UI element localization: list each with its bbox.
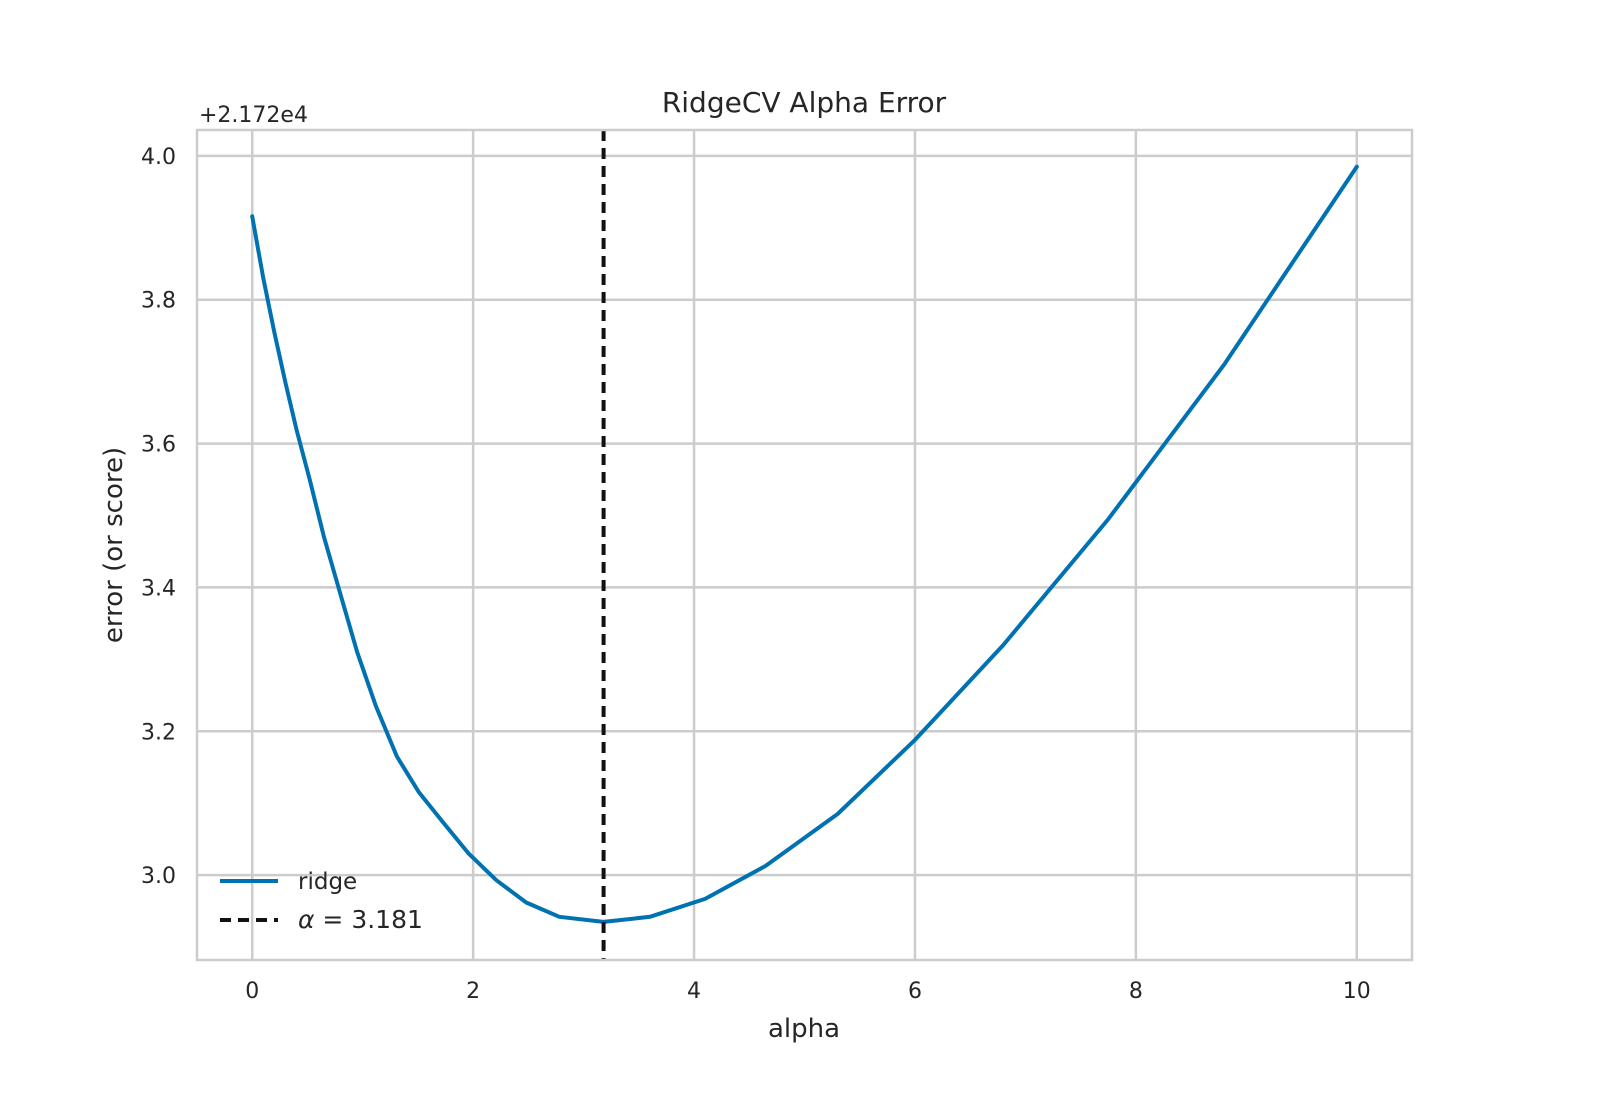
y-tick-label: 3.2	[141, 720, 176, 745]
x-tick-label: 10	[1343, 979, 1371, 1004]
legend-alpha-value: 3.181	[351, 905, 423, 934]
x-tick-label: 2	[466, 979, 480, 1004]
y-axis-label: error (or score)	[99, 447, 129, 643]
y-tick-label: 3.8	[141, 289, 176, 314]
y-axis-ticks: 3.0 3.2 3.4 3.6 3.8 4.0	[141, 145, 176, 889]
x-tick-label: 8	[1129, 979, 1143, 1004]
series-line-ridge	[250, 164, 1359, 924]
chart-title: RidgeCV Alpha Error	[662, 86, 947, 119]
x-axis-label: alpha	[768, 1014, 840, 1044]
x-tick-label: 4	[687, 979, 701, 1004]
y-tick-label: 3.6	[141, 433, 176, 458]
plot-frame	[195, 128, 1414, 962]
y-tick-label: 4.0	[141, 145, 176, 170]
grid	[197, 130, 1412, 960]
offset-label: +2.172e4	[199, 103, 308, 128]
legend-label-ridge: ridge	[298, 869, 357, 895]
y-tick-label: 3.0	[141, 864, 176, 889]
x-axis-ticks: 0 2 4 6 8 10	[245, 979, 1371, 1004]
legend: ridge α = 3.181	[220, 869, 423, 934]
legend-alpha-prefix: α =	[298, 905, 351, 934]
x-tick-label: 0	[245, 979, 259, 1004]
y-tick-label: 3.4	[141, 576, 176, 601]
series-layer	[250, 130, 1359, 960]
x-tick-label: 6	[908, 979, 922, 1004]
legend-label-alpha: α = 3.181	[298, 905, 423, 934]
